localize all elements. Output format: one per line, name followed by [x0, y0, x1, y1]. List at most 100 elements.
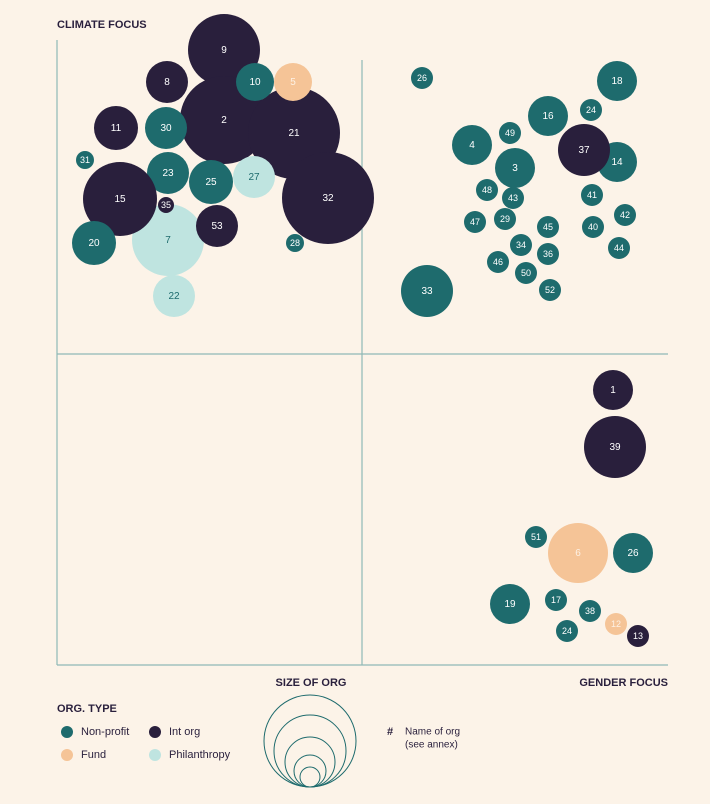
org-bubble: [286, 234, 304, 252]
org-bubble: [196, 205, 238, 247]
org-label: 45: [543, 222, 553, 232]
org-label: 37: [578, 145, 590, 156]
org-bubble: [487, 251, 509, 273]
org-bubble: [401, 265, 453, 317]
org-bubble: [525, 526, 547, 548]
org-bubble: [545, 589, 567, 611]
org-bubble: [282, 152, 374, 244]
org-label: 44: [614, 243, 624, 253]
legend-swatch: [61, 726, 73, 738]
org-bubble: [153, 275, 195, 317]
org-label: 6: [575, 548, 581, 559]
org-label: 28: [290, 238, 300, 248]
org-label: 31: [80, 155, 90, 165]
org-label: 24: [586, 105, 596, 115]
org-label: 11: [111, 123, 122, 134]
legend-label: Non-profit: [81, 726, 129, 738]
x-right-label: GENDER FOCUS: [579, 677, 668, 689]
org-bubble: [537, 243, 559, 265]
legend-label: Int org: [169, 726, 200, 738]
org-bubble: [145, 107, 187, 149]
org-label: 50: [521, 268, 531, 278]
org-bubble: [147, 152, 189, 194]
y-axis-label: CLIMATE FOCUS: [57, 19, 147, 31]
org-label: 53: [211, 221, 223, 232]
org-label: 14: [611, 157, 623, 168]
org-label: 18: [611, 76, 623, 87]
org-bubble: [548, 523, 608, 583]
org-bubble: [537, 216, 559, 238]
org-label: 46: [493, 257, 503, 267]
org-label: 17: [551, 595, 561, 605]
org-bubble: [593, 370, 633, 410]
org-bubble: [464, 211, 486, 233]
org-label: 47: [470, 217, 480, 227]
org-label: 22: [168, 291, 180, 302]
size-key: [263, 694, 357, 788]
org-label: 3: [512, 163, 518, 174]
org-label: 21: [288, 128, 300, 139]
org-bubble: [614, 204, 636, 226]
org-bubble: [189, 160, 233, 204]
org-bubble: [556, 620, 578, 642]
org-bubble: [539, 279, 561, 301]
axes: [56, 40, 668, 666]
legend-label: Philanthropy: [169, 749, 231, 761]
org-bubble: [490, 584, 530, 624]
org-label: 19: [504, 599, 516, 610]
org-label: 51: [531, 532, 541, 542]
org-label: 10: [249, 77, 261, 88]
org-label: 7: [165, 235, 171, 246]
org-label: 41: [587, 190, 597, 200]
key-symbol: #: [387, 726, 393, 738]
org-label: 34: [516, 240, 526, 250]
org-bubble: [579, 600, 601, 622]
org-label: 25: [205, 177, 217, 188]
org-bubble: [274, 63, 312, 101]
legend-swatch: [149, 726, 161, 738]
org-label: 32: [322, 193, 334, 204]
org-label: 12: [611, 619, 621, 629]
org-label: 43: [508, 193, 518, 203]
org-label: 4: [469, 140, 475, 151]
org-bubble: [528, 96, 568, 136]
org-label: 33: [421, 286, 433, 297]
legend-title: ORG. TYPE: [57, 703, 117, 715]
org-bubble: [581, 184, 603, 206]
org-label: 30: [160, 123, 172, 134]
org-label: 20: [88, 238, 100, 249]
org-bubble: [476, 179, 498, 201]
org-bubble: [597, 61, 637, 101]
org-bubble: [627, 625, 649, 647]
org-label: 24: [562, 626, 572, 636]
org-label: 27: [248, 172, 260, 183]
org-label: 8: [164, 77, 170, 88]
org-bubble: [558, 124, 610, 176]
org-label: 26: [627, 548, 639, 559]
org-bubble: [580, 99, 602, 121]
org-bubble: [146, 61, 188, 103]
org-label: 29: [500, 214, 510, 224]
org-label: 5: [290, 77, 296, 88]
legend-swatch: [149, 749, 161, 761]
org-bubble: [132, 204, 204, 276]
org-bubble: [188, 14, 260, 86]
org-label: 40: [588, 222, 598, 232]
org-label: 9: [221, 45, 227, 56]
org-bubble: [236, 63, 274, 101]
org-label: 16: [542, 111, 554, 122]
org-label: 2: [221, 115, 227, 126]
org-label: 36: [543, 249, 553, 259]
org-bubble: [613, 533, 653, 573]
org-label: 42: [620, 210, 630, 220]
key-text: Name of org: [405, 727, 460, 738]
org-bubble: [502, 187, 524, 209]
org-label: 48: [482, 185, 492, 195]
org-label: 13: [633, 631, 643, 641]
key-text: (see annex): [405, 740, 458, 751]
org-bubble: [76, 151, 94, 169]
org-bubble: [233, 156, 275, 198]
org-bubble: [510, 234, 532, 256]
org-bubble: [83, 162, 157, 236]
